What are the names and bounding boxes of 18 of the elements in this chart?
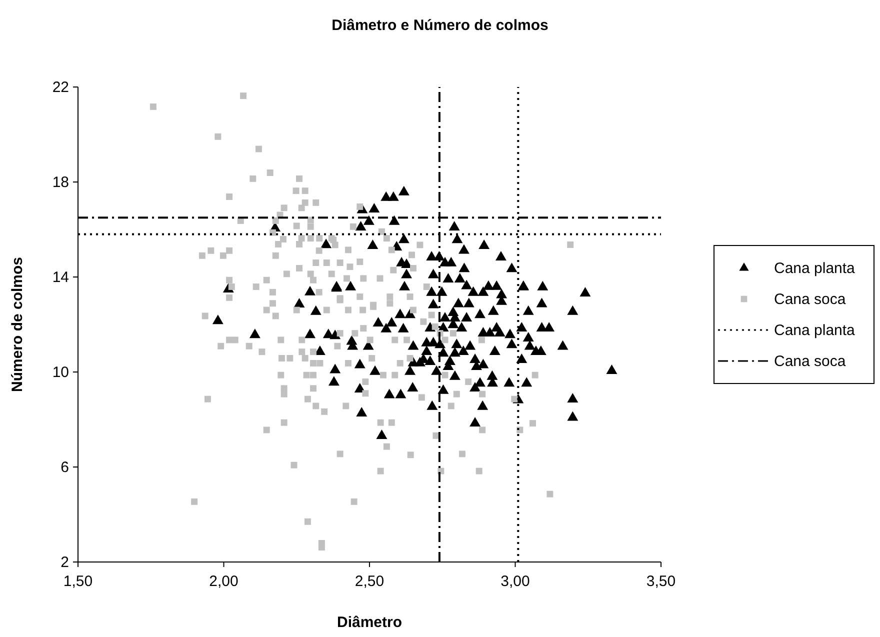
legend-label: Cana planta <box>774 260 856 277</box>
chart-title: Diâmetro e Número de colmos <box>332 17 548 34</box>
y-tick-label: 18 <box>52 174 69 191</box>
x-axis-title: Diâmetro <box>336 614 402 631</box>
y-tick-label: 10 <box>52 364 69 381</box>
y-axis-title: Número de colmos <box>9 256 26 392</box>
x-tick-label: 1,50 <box>63 573 93 590</box>
x-tick-label: 2,50 <box>354 573 384 590</box>
y-tick-label: 2 <box>60 554 69 571</box>
legend-label: Cana soca <box>774 353 846 370</box>
x-tick-label: 3,50 <box>646 573 676 590</box>
y-tick-label: 22 <box>52 79 69 96</box>
y-tick-label: 6 <box>60 459 69 476</box>
x-tick-label: 2,00 <box>209 573 238 590</box>
y-tick-label: 14 <box>52 269 69 286</box>
legend-label: Cana planta <box>774 322 856 339</box>
x-tick-label: 3,00 <box>500 573 530 590</box>
legend-label: Cana soca <box>774 291 846 308</box>
